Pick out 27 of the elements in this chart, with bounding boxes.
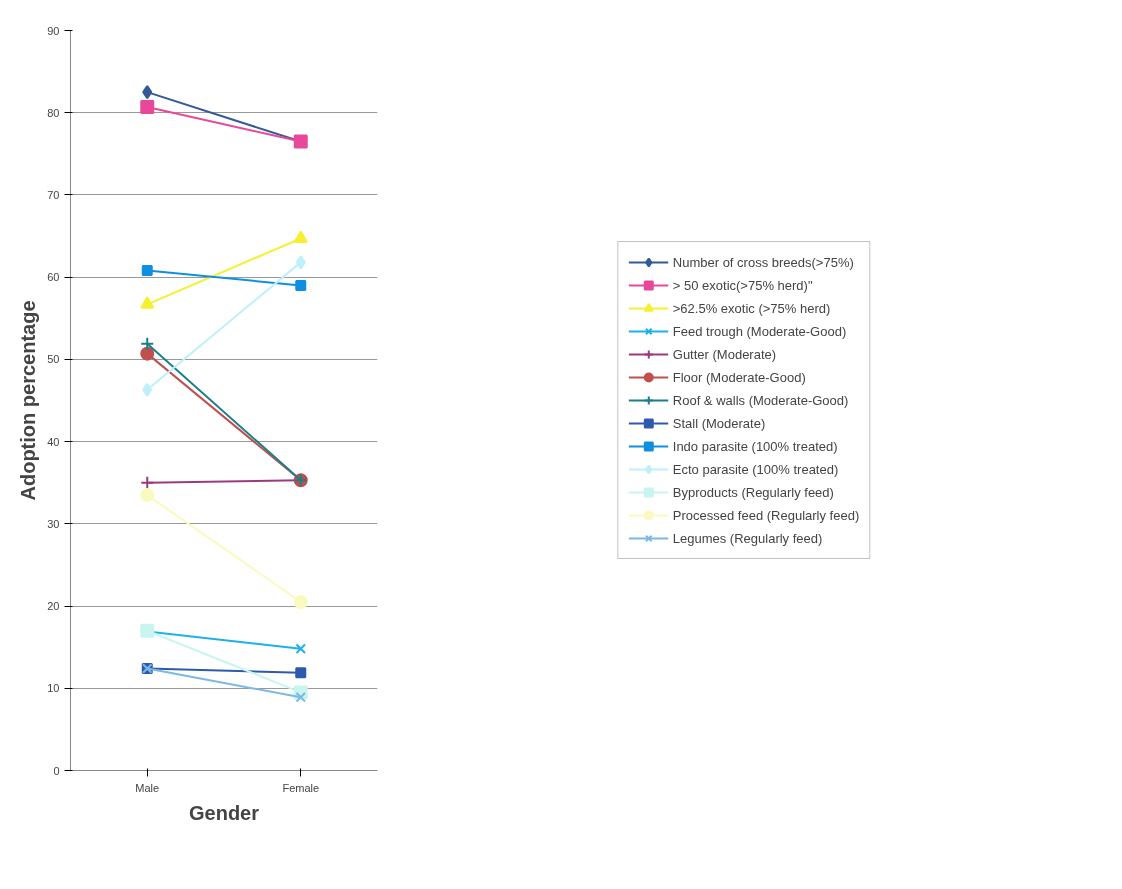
legend-label: Processed feed (Regularly feed): [672, 507, 860, 523]
y-tick-label: 30: [47, 517, 60, 530]
legend-label: Feed trough (Moderate-Good): [672, 323, 847, 339]
legend-label: > 50 exotic(>75% herd)": [672, 277, 813, 293]
legend-label: Roof & walls (Moderate-Good): [672, 392, 849, 408]
legend-label: Gutter (Moderate): [672, 346, 777, 362]
legend-label: Byproducts (Regularly feed): [672, 484, 834, 500]
legend-label: Number of cross breeds(>75%): [672, 254, 854, 270]
legend-label: Indo parasite (100% treated): [672, 438, 838, 454]
y-tick-label: 10: [47, 682, 60, 695]
legend-label: Ecto parasite (100% treated): [672, 461, 839, 477]
legend-label: Legumes (Regularly feed): [672, 530, 823, 546]
legend-label: Floor (Moderate-Good): [672, 369, 806, 385]
x-tick-label: Female: [282, 781, 320, 794]
y-tick-label: 0: [53, 764, 60, 777]
y-tick-label: 80: [47, 106, 60, 119]
y-axis-title: Adoption percentage: [17, 300, 40, 501]
y-tick-label: 50: [47, 353, 60, 366]
y-tick-label: 20: [47, 600, 60, 613]
legend-label: Stall (Moderate): [672, 415, 766, 431]
y-tick-label: 90: [47, 24, 60, 37]
x-axis-title: Gender: [188, 801, 260, 824]
y-tick-label: 60: [47, 271, 60, 284]
legend-label: >62.5% exotic (>75% herd): [672, 300, 831, 316]
y-tick-label: 40: [47, 435, 60, 448]
x-tick-label: Male: [135, 781, 160, 794]
y-tick-label: 70: [47, 188, 60, 201]
